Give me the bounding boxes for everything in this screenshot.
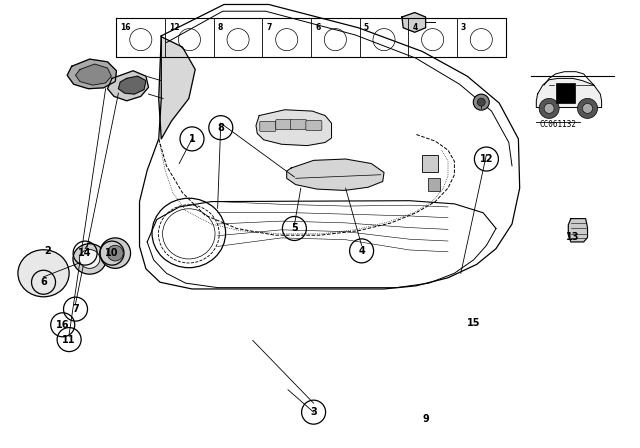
Circle shape [544,103,554,113]
Text: CC061132: CC061132 [540,120,577,129]
FancyBboxPatch shape [428,178,440,191]
Text: 3: 3 [310,407,317,417]
Text: 9: 9 [422,414,429,424]
Polygon shape [108,71,148,101]
Text: 11: 11 [62,335,76,345]
FancyBboxPatch shape [556,83,575,103]
Text: 6: 6 [40,277,47,287]
Text: 12: 12 [169,23,180,32]
Polygon shape [568,219,588,242]
Polygon shape [67,59,116,89]
Text: 14: 14 [78,248,92,258]
Text: 10: 10 [105,248,119,258]
Ellipse shape [100,238,131,268]
Text: 3: 3 [461,23,466,32]
Text: 8: 8 [218,23,223,32]
Text: 16: 16 [120,23,131,32]
Text: 13: 13 [566,233,580,242]
Text: 5: 5 [291,224,298,233]
FancyBboxPatch shape [260,121,276,131]
Text: 12: 12 [479,154,493,164]
Circle shape [577,99,598,118]
Polygon shape [118,76,146,94]
Text: 6: 6 [315,23,320,32]
Text: 4: 4 [358,246,365,256]
FancyBboxPatch shape [291,120,307,129]
Text: 7: 7 [72,304,79,314]
Polygon shape [287,159,384,190]
Polygon shape [536,78,602,108]
Polygon shape [402,13,426,32]
FancyBboxPatch shape [276,120,292,129]
Text: 15: 15 [467,318,481,327]
Polygon shape [256,110,332,146]
Text: 8: 8 [218,123,224,133]
Ellipse shape [18,250,69,297]
Text: 7: 7 [266,23,272,32]
FancyBboxPatch shape [422,155,438,172]
Circle shape [477,98,485,106]
Circle shape [474,94,489,110]
Ellipse shape [107,246,123,261]
Text: 2: 2 [45,246,51,256]
Text: 16: 16 [56,320,70,330]
Circle shape [582,103,593,113]
Ellipse shape [79,250,100,268]
Polygon shape [76,64,111,85]
FancyBboxPatch shape [306,121,322,130]
Ellipse shape [73,244,106,274]
Text: 1: 1 [189,134,195,144]
Polygon shape [159,37,195,139]
Text: 4: 4 [412,23,417,32]
Text: 5: 5 [364,23,369,32]
Circle shape [539,99,559,118]
